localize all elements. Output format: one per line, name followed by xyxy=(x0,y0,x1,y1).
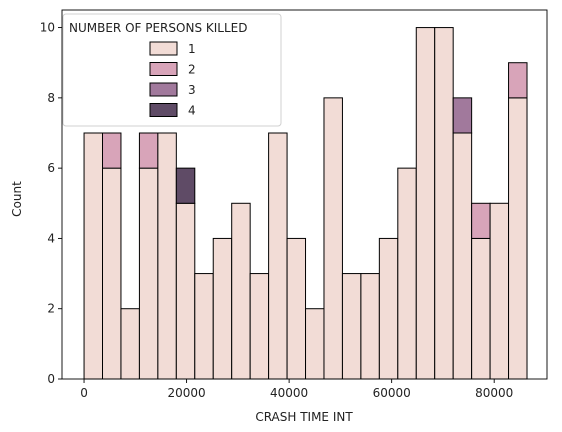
bar-bin-0-series-1 xyxy=(83,132,104,380)
legend-label-3: 3 xyxy=(188,83,196,97)
legend-swatch-1 xyxy=(149,41,178,56)
y-tick-label-4: 8 xyxy=(47,91,55,105)
plot-frame xyxy=(61,9,548,380)
bar-bin-10-series-1 xyxy=(268,132,288,380)
bar-bin-3-series-2 xyxy=(138,132,159,169)
bar-bin-22-series-1 xyxy=(489,202,510,380)
y-tick-label-0: 0 xyxy=(47,372,55,386)
bar-bin-15-series-1 xyxy=(360,273,380,380)
axes-group: 0 20000 40000 60000 80000 0 2 4 6 8 10 xyxy=(40,9,548,400)
bars-group xyxy=(83,27,528,380)
y-tick-label-3: 6 xyxy=(47,161,55,175)
y-axis-label: Count xyxy=(10,181,24,217)
bar-bin-7-series-1 xyxy=(212,237,233,380)
bar-bin-21-series-2 xyxy=(471,202,491,239)
bar-bin-2-series-1 xyxy=(120,308,140,380)
x-tick-label-1: 20000 xyxy=(167,386,205,400)
bar-bin-20-series-3 xyxy=(452,97,473,134)
bar-bin-3-series-1 xyxy=(138,167,159,380)
y-tick-label-5: 10 xyxy=(40,21,55,35)
bar-bin-21-series-1 xyxy=(471,237,491,380)
x-axis-label: CRASH TIME INT xyxy=(255,410,353,424)
x-tick-label-2: 40000 xyxy=(270,386,308,400)
legend-swatch-2 xyxy=(149,62,178,76)
bar-bin-13-series-1 xyxy=(323,97,343,380)
y-tick-label-2: 4 xyxy=(47,231,55,245)
bar-bin-19-series-1 xyxy=(434,27,454,380)
bar-bin-18-series-1 xyxy=(415,27,436,380)
legend: NUMBER OF PERSONS KILLED 1 2 3 4 xyxy=(62,13,282,127)
bar-bin-1-series-2 xyxy=(102,132,122,169)
y-tick-label-1: 2 xyxy=(47,302,55,316)
x-tick-label-4: 80000 xyxy=(475,386,513,400)
legend-swatch-3 xyxy=(149,82,178,97)
legend-swatch-4 xyxy=(149,103,178,117)
bar-bin-9-series-1 xyxy=(249,273,270,380)
bar-bin-6-series-1 xyxy=(194,273,214,380)
bar-bin-11-series-1 xyxy=(286,237,307,380)
bar-bin-17-series-1 xyxy=(397,167,417,380)
bar-bin-8-series-1 xyxy=(231,202,251,380)
bar-bin-1-series-1 xyxy=(102,167,122,380)
x-tick-label-0: 0 xyxy=(80,386,88,400)
legend-label-4: 4 xyxy=(188,104,196,118)
bar-bin-5-series-1 xyxy=(175,202,196,380)
bar-bin-4-series-1 xyxy=(157,132,177,380)
legend-label-2: 2 xyxy=(188,63,196,77)
bar-bin-16-series-1 xyxy=(378,237,399,380)
bar-bin-23-series-1 xyxy=(508,97,528,380)
legend-label-1: 1 xyxy=(188,42,196,56)
legend-title: NUMBER OF PERSONS KILLED xyxy=(69,21,247,35)
bar-bin-14-series-1 xyxy=(341,273,362,380)
x-tick-label-3: 60000 xyxy=(373,386,411,400)
bar-bin-23-series-2 xyxy=(508,62,528,99)
bar-bin-12-series-1 xyxy=(305,308,325,380)
bar-bin-5-series-4 xyxy=(175,167,196,204)
bar-bin-20-series-1 xyxy=(452,132,473,380)
